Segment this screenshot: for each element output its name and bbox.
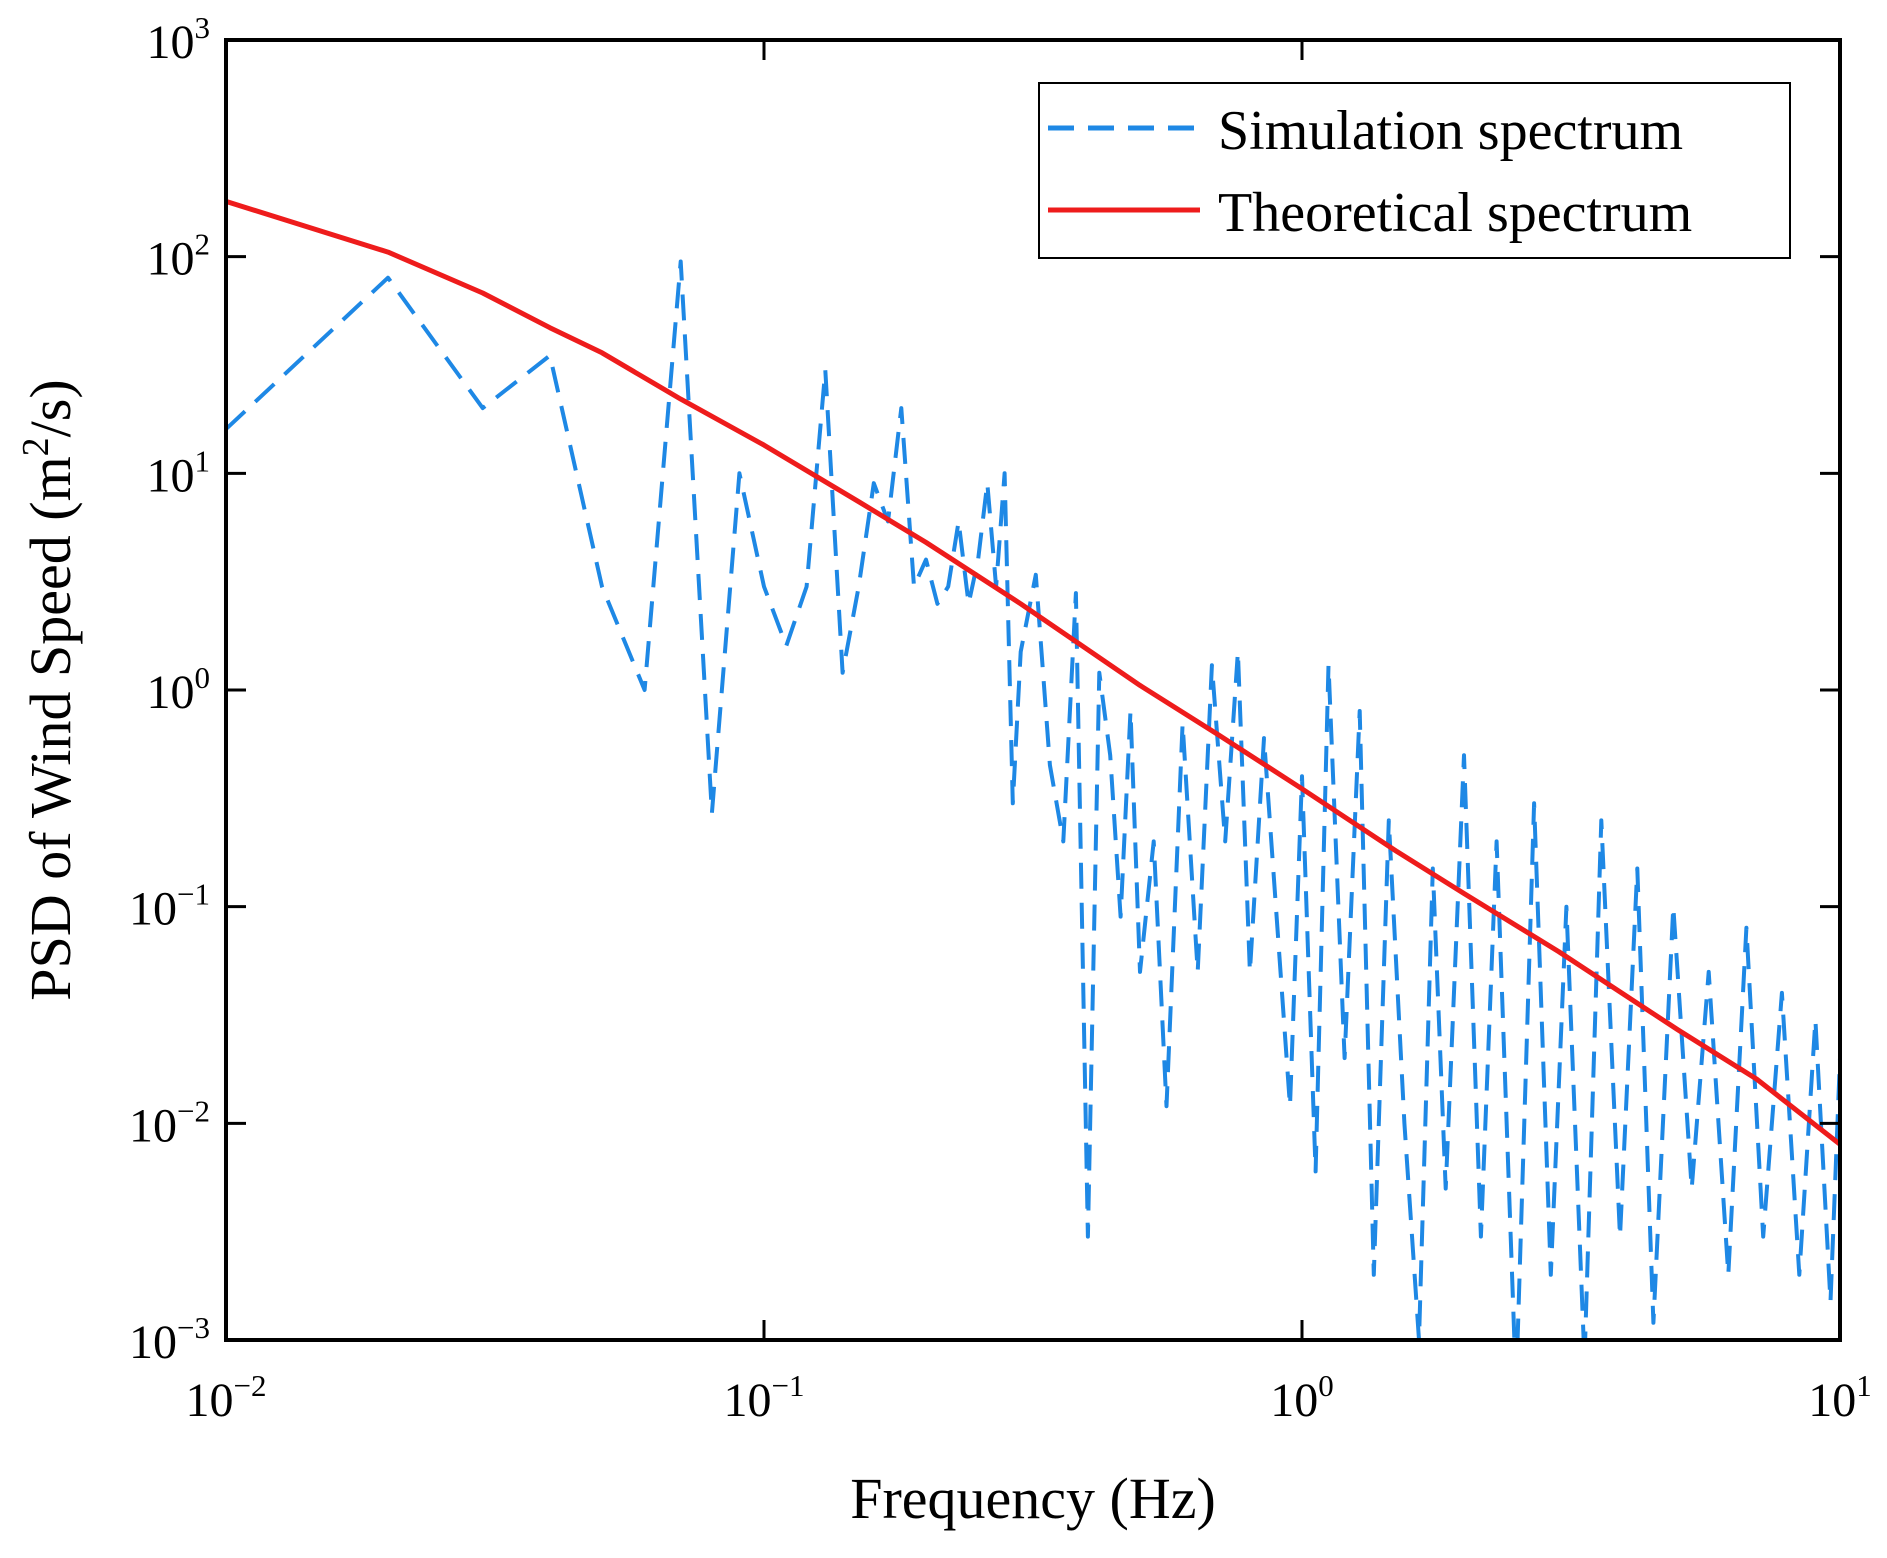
y-tick-labels: 10−3 10−2 10−1 100 101 102 103 [129, 10, 210, 1369]
x-tick-label-1: 10−1 [724, 1368, 805, 1427]
legend: Simulation spectrum Theoretical spectrum [1038, 82, 1791, 259]
legend-label-simulation: Simulation spectrum [1218, 100, 1683, 162]
y-axis-label: PSD of Wind Speed (m2/s) [15, 379, 83, 1000]
x-tick-label-2: 100 [1270, 1368, 1334, 1427]
y-tick-label-4: 101 [147, 443, 211, 502]
legend-box [1038, 82, 1791, 259]
y-tick-label-3: 100 [147, 660, 211, 719]
series-line-0 [226, 259, 1840, 1340]
x-tick-label-0: 10−2 [186, 1368, 267, 1427]
y-tick-label-0: 10−3 [129, 1310, 210, 1369]
y-tick-label-6: 103 [147, 10, 211, 69]
y-axis-label-superscript: 2 [15, 437, 57, 456]
series-line-1 [226, 199, 1840, 1147]
x-tick-labels: 10−2 10−1 100 101 [186, 1368, 1872, 1427]
y-axis-label-end: /s) [18, 379, 83, 437]
y-tick-label-5: 102 [147, 227, 211, 286]
y-tick-label-1: 10−2 [129, 1093, 210, 1152]
y-tick-label-2: 10−1 [129, 877, 210, 936]
x-axis-label: Frequency (Hz) [850, 1466, 1216, 1531]
y-axis-label-main: PSD of Wind Speed (m [18, 456, 83, 1000]
legend-label-theoretical: Theoretical spectrum [1218, 182, 1692, 244]
x-tick-label-3: 101 [1808, 1368, 1872, 1427]
series-layer [226, 199, 1840, 1340]
tick-marks [224, 38, 1842, 1342]
